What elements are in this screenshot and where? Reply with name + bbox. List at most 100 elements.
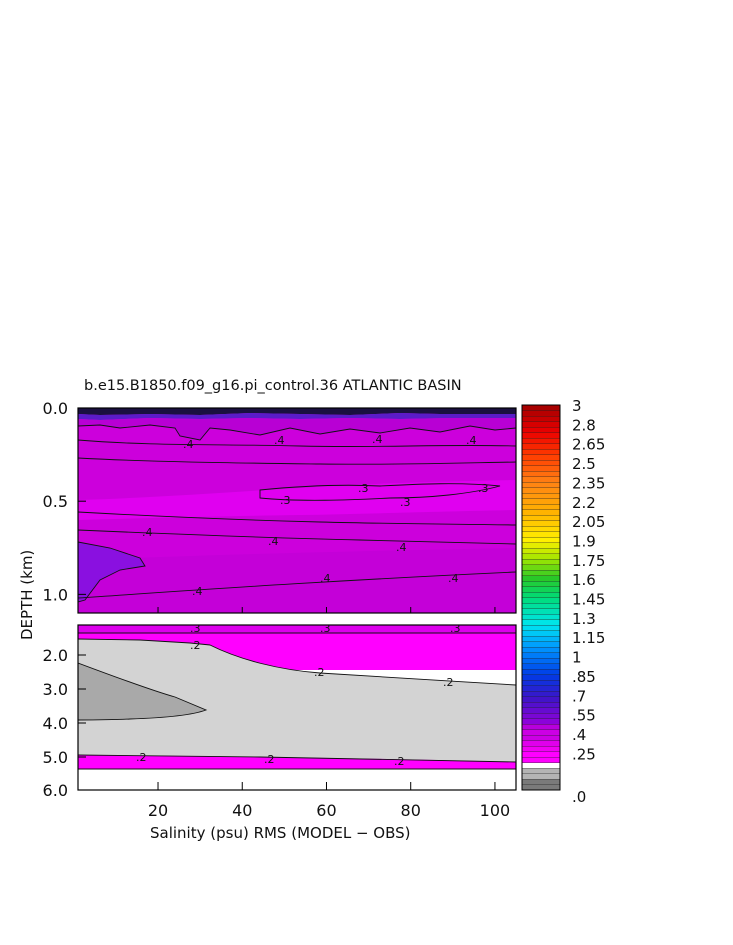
- colorbar-swatch: [521, 536, 561, 543]
- colorbar-swatch: [521, 520, 561, 527]
- colorbar-frame: [521, 404, 561, 791]
- upper-contours: [78, 424, 516, 603]
- contour-label: .2: [264, 753, 275, 766]
- colorbar-swatch: [521, 542, 561, 549]
- colorbar-swatch: [521, 751, 561, 758]
- contour-label: .4: [320, 572, 331, 585]
- colorbar-swatch: [521, 503, 561, 510]
- y-tick-label: 0.0: [43, 399, 68, 418]
- colorbar-swatch: [521, 410, 561, 417]
- colorbar-swatch: [521, 487, 561, 494]
- colorbar-swatch: [521, 646, 561, 653]
- colorbar-swatch: [521, 454, 561, 461]
- colorbar-swatch: [521, 619, 561, 626]
- colorbar-swatch: [521, 690, 561, 697]
- colorbar-swatch: [521, 421, 561, 428]
- y-tick-label: 1.0: [43, 585, 68, 604]
- contour-label: .4: [268, 535, 279, 548]
- colorbar-swatch: [521, 679, 561, 686]
- colorbar-swatch: [521, 564, 561, 571]
- colorbar-swatch: [521, 767, 561, 774]
- y-axis-label: DEPTH (km): [18, 550, 36, 640]
- contour-label: .4: [466, 434, 477, 447]
- y-tick-label: 2.0: [43, 646, 68, 665]
- lower-contours: [78, 632, 516, 770]
- colorbar-swatch: [521, 509, 561, 516]
- y-tick-label: 4.0: [43, 714, 68, 733]
- colorbar-swatch: [521, 723, 561, 730]
- colorbar-swatch: [521, 668, 561, 675]
- chart-title: b.e15.B1850.f09_g16.pi_control.36 ATLANT…: [84, 378, 462, 394]
- colorbar-label: 1.15: [572, 629, 605, 647]
- colorbar-swatch: [521, 663, 561, 670]
- colorbar-swatch: [521, 404, 561, 411]
- contour-label: .2: [443, 676, 454, 689]
- seafloor-blank: [78, 769, 516, 790]
- deep-core-region: [78, 663, 206, 720]
- colorbar-swatch: [521, 498, 561, 505]
- y-axis-lower: 2.0 3.0 4.0 5.0 6.0: [43, 646, 86, 800]
- colorbar-swatch: [521, 756, 561, 763]
- x-tick-label: 80: [401, 801, 421, 820]
- colorbar-swatch: [521, 476, 561, 483]
- contour-label: .2: [190, 639, 201, 652]
- colorbar-swatch: [521, 630, 561, 637]
- colorbar-swatch: [521, 558, 561, 565]
- contour-label: .4: [448, 572, 459, 585]
- colorbar-swatch: [521, 707, 561, 714]
- contour-label: .2: [394, 755, 405, 768]
- contour-label: .3: [478, 482, 489, 495]
- lower-panel-frame: [77, 624, 517, 791]
- lower-panel: .3 .3 .3 .2 .2 .2 .2 .2 .2: [78, 622, 516, 790]
- upper-panel: .4 .4 .4 .4 .3 .3 .3 .3 .4 .4 .4 .4 .4 .…: [78, 408, 516, 613]
- colorbar-swatch: [521, 575, 561, 582]
- colorbar-swatch: [521, 426, 561, 433]
- colorbar: 32.82.652.52.352.22.051.91.751.61.451.31…: [521, 397, 605, 806]
- colorbar-swatch: [521, 525, 561, 532]
- colorbar-swatch: [521, 437, 561, 444]
- colorbar-swatch: [521, 718, 561, 725]
- y-tick-label: 5.0: [43, 748, 68, 767]
- colorbar-swatch: [521, 432, 561, 439]
- colorbar-swatch: [521, 745, 561, 752]
- colorbar-label: 1: [572, 649, 582, 667]
- colorbar-swatch: [521, 514, 561, 521]
- colorbar-swatch: [521, 465, 561, 472]
- surface-blue-band: [78, 413, 516, 420]
- colorbar-label: 2.35: [572, 474, 605, 492]
- colorbar-swatch: [521, 448, 561, 455]
- colorbar-swatch: [521, 635, 561, 642]
- colorbar-swatch: [521, 778, 561, 785]
- x-tick-label: 100: [480, 801, 511, 820]
- colorbar-swatch: [521, 415, 561, 422]
- x-axis: 20 40 60 80 100: [148, 607, 510, 820]
- x-tick-label: 40: [232, 801, 252, 820]
- lower-top-strip: [78, 625, 516, 633]
- colorbar-swatch: [521, 470, 561, 477]
- colorbar-swatch: [521, 674, 561, 681]
- colorbar-label: .85: [572, 668, 596, 686]
- contour-label: .3: [280, 494, 291, 507]
- upper-contour-labels: .4 .4 .4 .4 .3 .3 .3 .3 .4 .4 .4 .4 .4 .…: [142, 433, 489, 598]
- contour-label: .4: [372, 433, 383, 446]
- colorbar-swatch: [521, 613, 561, 620]
- colorbar-label: 1.75: [572, 552, 605, 570]
- colorbar-swatch: [521, 740, 561, 747]
- colorbar-label: .25: [572, 745, 596, 763]
- colorbar-swatch: [521, 602, 561, 609]
- colorbar-label: 2.5: [572, 455, 596, 473]
- colorbar-swatch: [521, 481, 561, 488]
- colorbar-swatch: [521, 696, 561, 703]
- colorbar-label: .7: [572, 687, 586, 705]
- colorbar-swatch: [521, 492, 561, 499]
- colorbar-swatch: [521, 685, 561, 692]
- x-axis-label: Salinity (psu) RMS (MODEL − OBS): [150, 824, 411, 842]
- colorbar-swatch: [521, 597, 561, 604]
- contour-label: .3: [450, 622, 461, 635]
- upper-panel-frame: [77, 407, 517, 614]
- colorbar-swatch: [521, 784, 561, 791]
- colorbar-swatch: [521, 701, 561, 708]
- colorbar-swatch: [521, 547, 561, 554]
- colorbar-label: 2.05: [572, 513, 605, 531]
